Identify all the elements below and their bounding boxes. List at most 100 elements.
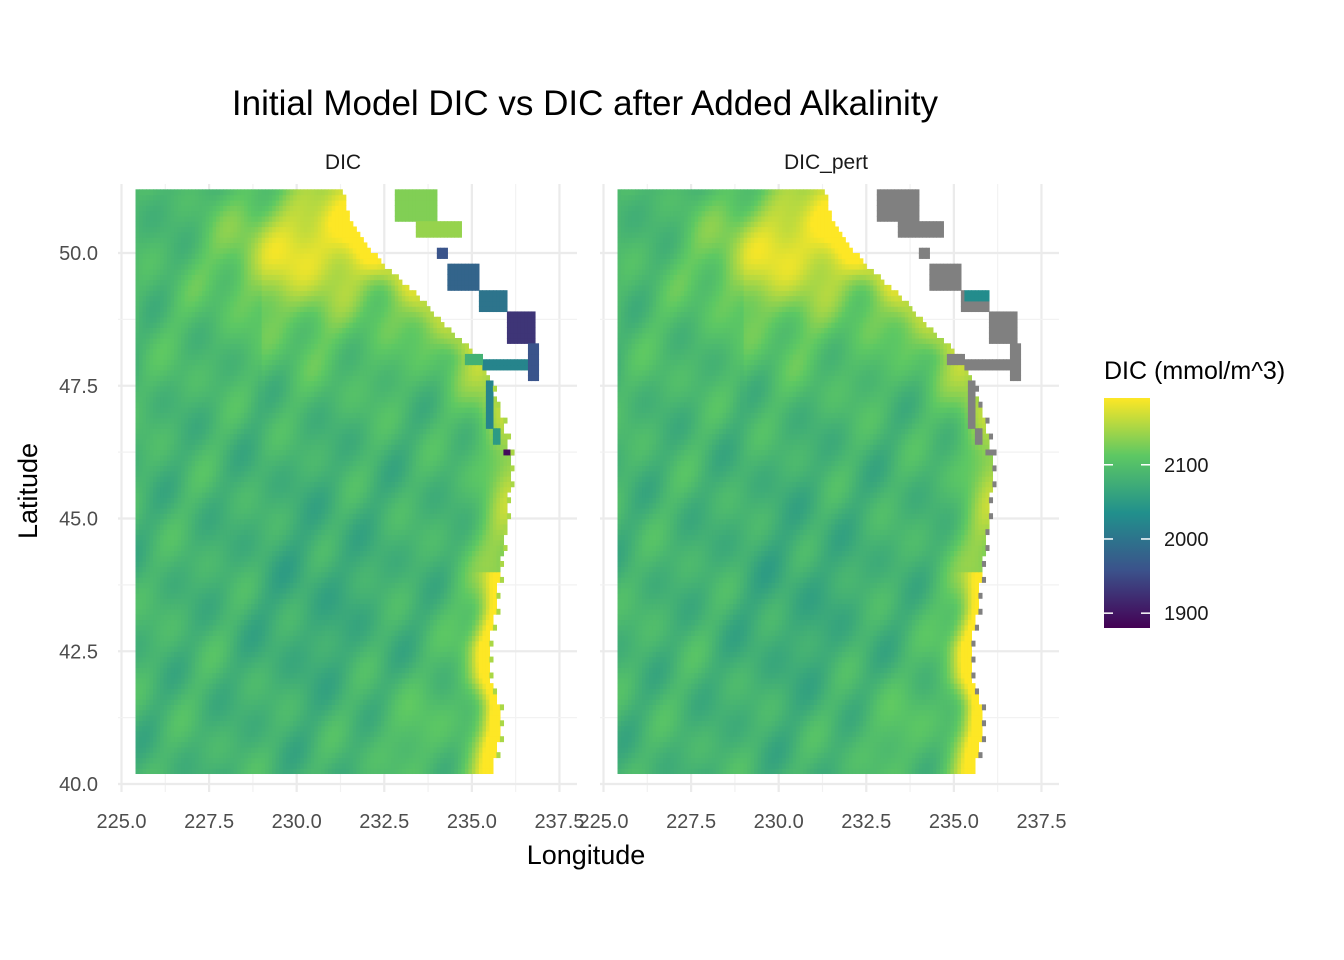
dic-cell [160, 576, 165, 583]
dic-cell [146, 550, 151, 557]
dic-cell [247, 736, 252, 743]
dic-cell [471, 635, 476, 642]
dic-cell [142, 518, 147, 525]
dic-cell [352, 741, 357, 748]
dic-cell [174, 640, 179, 647]
dic-cell [471, 688, 476, 695]
dic-cell [324, 651, 329, 658]
dic-cell [191, 656, 196, 663]
dic-cell [293, 752, 298, 759]
dic-cell [478, 709, 483, 716]
dic-cell [293, 709, 298, 716]
dic-cell [209, 736, 214, 743]
dic-cell [163, 539, 168, 546]
dic-cell [303, 768, 308, 775]
dic-cell [317, 566, 322, 573]
dic-cell [258, 529, 263, 536]
dic-cell [216, 635, 221, 642]
dic-cell [307, 523, 312, 530]
dic-cell [405, 656, 410, 663]
dic-cell [282, 688, 287, 695]
dic-cell [289, 592, 294, 599]
dic-cell [289, 550, 294, 557]
dic-cell [328, 672, 333, 679]
dic-cell [317, 736, 322, 743]
dic-cell [394, 619, 399, 626]
dic-cell [478, 677, 483, 684]
dic-cell [405, 725, 410, 732]
dic-cell [335, 619, 340, 626]
dic-cell [366, 688, 371, 695]
dic-cell [237, 603, 242, 610]
dic-cell [174, 656, 179, 663]
dic-cell [160, 768, 165, 775]
dic-cell [342, 603, 347, 610]
dic-cell [457, 661, 462, 668]
dic-cell [422, 725, 427, 732]
dic-cell [412, 566, 417, 573]
dic-cell [198, 656, 203, 663]
dic-cell [359, 603, 364, 610]
dic-cell [149, 630, 154, 636]
dic-cell [471, 699, 476, 705]
dic-cell [139, 757, 144, 764]
dic-cell [405, 651, 410, 658]
dic-cell [394, 677, 399, 684]
dic-cell [303, 539, 308, 546]
dic-cell [317, 651, 322, 658]
dic-cell [146, 746, 151, 753]
dic-cell [247, 715, 252, 721]
dic-cell [191, 603, 196, 610]
dic-cell [324, 757, 329, 764]
dic-cell [317, 730, 322, 737]
dic-cell [464, 704, 469, 711]
dic-cell [415, 571, 420, 578]
dic-cell [398, 608, 403, 615]
dic-cell [419, 571, 424, 578]
dic-cell [156, 539, 161, 546]
dic-cell [496, 523, 501, 530]
dic-cell [247, 688, 252, 695]
dic-cell [419, 518, 424, 525]
dic-cell [181, 730, 186, 737]
dic-cell [454, 534, 459, 541]
dic-cell [188, 661, 193, 668]
dic-cell [370, 730, 375, 737]
dic-cell [342, 619, 347, 626]
dic-cell [349, 645, 354, 652]
dic-cell [468, 683, 473, 690]
dic-cell [177, 688, 182, 695]
dic-cell [398, 619, 403, 626]
dic-cell [258, 523, 263, 530]
dic-cell [160, 746, 165, 753]
dic-cell [496, 566, 501, 573]
dic-cell [230, 603, 235, 610]
dic-cell [321, 709, 326, 716]
dic-cell [349, 768, 354, 775]
dic-cell [181, 518, 186, 525]
dic-cell [405, 645, 410, 652]
dic-cell [363, 720, 368, 727]
dic-cell [440, 651, 445, 658]
dic-cell [275, 608, 280, 615]
dic-cell [380, 592, 385, 599]
dic-cell [478, 645, 483, 652]
dic-cell [433, 534, 438, 541]
dic-cell [335, 640, 340, 647]
dic-cell [419, 592, 424, 599]
dic-cell [279, 725, 284, 732]
dic-cell [349, 576, 354, 583]
dic-cell [146, 624, 151, 631]
dic-cell [482, 757, 487, 764]
dic-cell [408, 736, 413, 743]
dic-cell [174, 518, 179, 525]
dic-cell [174, 592, 179, 599]
dic-cell [363, 651, 368, 658]
dic-cell [181, 576, 186, 583]
dic-cell [237, 539, 242, 546]
dic-cell [377, 720, 382, 727]
dic-cell [359, 704, 364, 711]
dic-cell [464, 725, 469, 732]
dic-cell [156, 672, 161, 679]
dic-cell [471, 582, 476, 589]
